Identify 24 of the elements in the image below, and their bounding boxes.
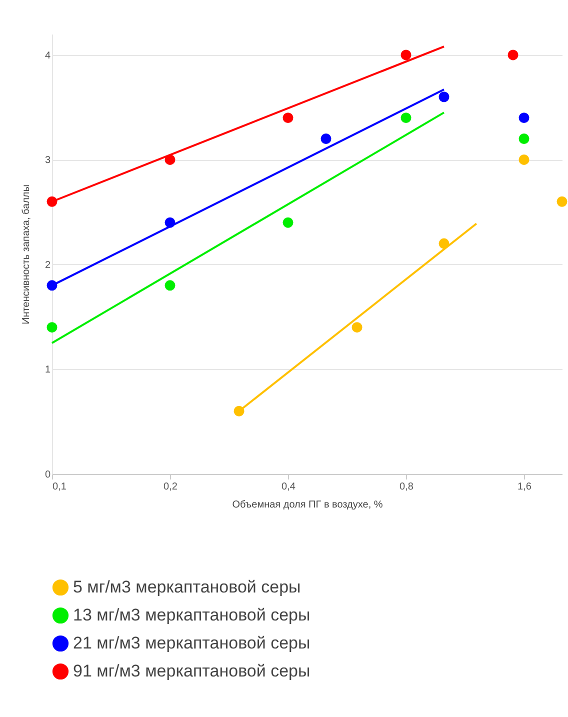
point <box>400 112 412 124</box>
y-tick-label: 4 <box>44 50 51 62</box>
x-axis-title: Объемная доля ПГ в воздухе, % <box>232 500 383 510</box>
point <box>518 134 530 144</box>
legend-label: 5 мг/м3 меркаптановой серы <box>73 578 301 596</box>
point <box>400 50 412 60</box>
y-tick-label: 2 <box>44 260 51 271</box>
x-tick-label: 0,8 <box>400 482 414 492</box>
point <box>164 280 176 291</box>
y-tick-label: 0 <box>44 470 51 480</box>
legend-label: 91 мг/м3 меркаптановой серы <box>73 662 310 680</box>
point <box>518 112 530 124</box>
legend-label: 13 мг/м3 меркаптановой серы <box>73 606 310 624</box>
point <box>282 112 294 124</box>
y-tick-label: 1 <box>44 364 51 376</box>
x-tick-label: 0,2 <box>164 482 178 492</box>
y-tick-label: 3 <box>44 155 51 166</box>
x-tick-label: 0,4 <box>282 482 296 492</box>
point <box>46 322 58 333</box>
legend-label: 21 мг/м3 меркаптановой серы <box>73 634 310 652</box>
x-tick-label: 1,6 <box>518 482 532 492</box>
x-tick-label: 0,1 <box>52 482 67 492</box>
y-axis-title: Интенсивность запаха, баллы <box>20 184 32 324</box>
point <box>282 217 294 228</box>
